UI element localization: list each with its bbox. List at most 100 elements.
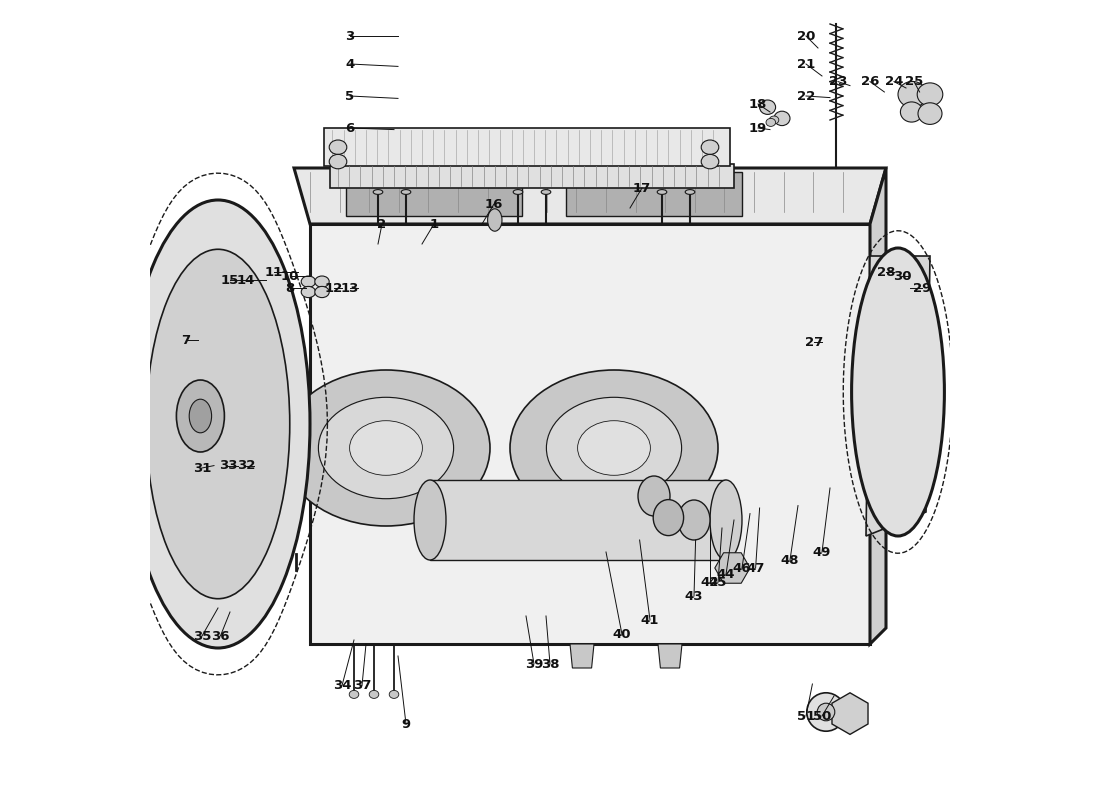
Text: 11: 11 (265, 266, 283, 278)
Text: 34: 34 (332, 679, 351, 692)
Polygon shape (346, 172, 522, 216)
Polygon shape (715, 553, 750, 583)
Text: 47: 47 (747, 562, 764, 574)
Text: 45: 45 (708, 576, 727, 589)
Polygon shape (570, 644, 594, 668)
Text: 6: 6 (345, 122, 354, 134)
Text: 26: 26 (861, 75, 879, 88)
Ellipse shape (851, 248, 945, 536)
Ellipse shape (329, 140, 346, 154)
Text: 49: 49 (813, 546, 832, 558)
Text: 10: 10 (280, 270, 299, 282)
Ellipse shape (301, 276, 316, 287)
Ellipse shape (701, 154, 718, 169)
Ellipse shape (541, 190, 551, 194)
Ellipse shape (402, 190, 410, 194)
Text: 30: 30 (893, 270, 911, 282)
Polygon shape (310, 224, 870, 644)
Text: 12: 12 (324, 282, 343, 294)
Polygon shape (870, 168, 886, 644)
Text: 25: 25 (905, 75, 923, 88)
Text: 33: 33 (219, 459, 238, 472)
Polygon shape (866, 256, 930, 536)
Ellipse shape (514, 190, 522, 194)
Polygon shape (832, 693, 868, 734)
Text: 23: 23 (828, 75, 847, 88)
Ellipse shape (638, 476, 670, 516)
Polygon shape (294, 168, 886, 224)
Text: 28: 28 (877, 266, 895, 278)
Text: 41: 41 (641, 614, 659, 626)
Text: 38: 38 (541, 658, 559, 670)
Ellipse shape (766, 118, 775, 126)
Text: 5: 5 (345, 90, 354, 102)
Ellipse shape (329, 154, 346, 169)
Ellipse shape (146, 250, 289, 598)
Text: 15: 15 (221, 274, 239, 286)
Text: 21: 21 (796, 58, 815, 70)
Text: 1: 1 (429, 218, 439, 230)
Ellipse shape (189, 399, 211, 433)
Text: 20: 20 (796, 30, 815, 42)
Ellipse shape (760, 100, 775, 114)
Text: 40: 40 (613, 628, 631, 641)
Text: 39: 39 (525, 658, 543, 670)
Text: eurospares: eurospares (454, 250, 911, 319)
Ellipse shape (769, 116, 779, 124)
Text: 29: 29 (913, 282, 931, 294)
Ellipse shape (126, 200, 310, 648)
Text: 42: 42 (701, 576, 719, 589)
Text: 19: 19 (749, 122, 767, 134)
Text: 2: 2 (377, 218, 386, 230)
Text: 32: 32 (236, 459, 255, 472)
Ellipse shape (487, 209, 502, 231)
Ellipse shape (685, 190, 695, 194)
Text: 37: 37 (353, 679, 371, 692)
Text: 8: 8 (285, 282, 295, 294)
Text: 9: 9 (402, 718, 410, 730)
Ellipse shape (547, 398, 682, 498)
Polygon shape (330, 164, 734, 188)
Ellipse shape (918, 103, 942, 124)
Text: 22: 22 (796, 90, 815, 102)
Ellipse shape (710, 480, 742, 560)
Ellipse shape (917, 83, 943, 106)
Ellipse shape (349, 690, 359, 698)
Text: 13: 13 (341, 282, 360, 294)
Ellipse shape (678, 500, 710, 540)
Ellipse shape (176, 380, 224, 452)
Ellipse shape (901, 102, 923, 122)
Ellipse shape (318, 398, 453, 498)
Ellipse shape (817, 703, 835, 721)
Ellipse shape (657, 190, 667, 194)
Ellipse shape (301, 286, 316, 298)
Ellipse shape (774, 111, 790, 126)
Text: 24: 24 (884, 75, 903, 88)
Text: 46: 46 (733, 562, 751, 574)
Text: 17: 17 (632, 182, 651, 194)
Text: 14: 14 (236, 274, 255, 286)
Ellipse shape (806, 693, 845, 731)
Text: 43: 43 (684, 590, 703, 602)
Ellipse shape (373, 190, 383, 194)
Ellipse shape (315, 286, 329, 298)
Text: 48: 48 (781, 554, 800, 566)
Ellipse shape (370, 690, 378, 698)
Ellipse shape (389, 690, 399, 698)
Ellipse shape (653, 499, 683, 536)
Text: 4: 4 (345, 58, 354, 70)
Text: 51: 51 (796, 710, 815, 722)
Text: 16: 16 (485, 198, 503, 210)
Ellipse shape (414, 480, 446, 560)
Ellipse shape (315, 276, 329, 287)
Text: 35: 35 (192, 630, 211, 642)
Ellipse shape (350, 421, 422, 475)
Text: 31: 31 (192, 462, 211, 474)
Text: 27: 27 (805, 336, 823, 349)
Text: 36: 36 (211, 630, 230, 642)
Polygon shape (658, 644, 682, 668)
Ellipse shape (578, 421, 650, 475)
Text: 50: 50 (813, 710, 832, 722)
Ellipse shape (701, 140, 718, 154)
Ellipse shape (510, 370, 718, 526)
